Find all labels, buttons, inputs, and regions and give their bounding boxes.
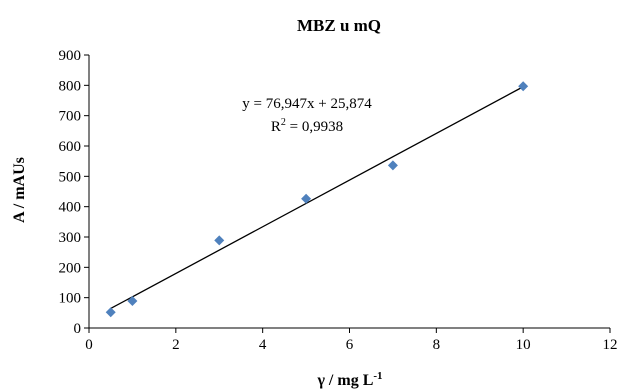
x-axis: 0 2 4 6 8 10 12 bbox=[85, 327, 618, 353]
x-tick-label: 10 bbox=[516, 337, 531, 353]
x-tick-label: 4 bbox=[259, 337, 267, 353]
y-tick-label: 600 bbox=[59, 139, 82, 155]
x-tick-label: 6 bbox=[346, 337, 354, 353]
y-tick-label: 0 bbox=[74, 321, 82, 337]
x-tick-label: 0 bbox=[85, 337, 93, 353]
data-point bbox=[105, 307, 116, 318]
x-axis-title: γ / mg L-1 bbox=[316, 370, 382, 389]
trendline bbox=[110, 86, 524, 310]
data-point bbox=[127, 296, 138, 307]
x-tick-label: 2 bbox=[172, 337, 180, 353]
r-squared-label: R2 = 0,9938 bbox=[271, 117, 343, 135]
x-tick-label: 12 bbox=[603, 337, 618, 353]
y-axis-title: A / mAUs bbox=[11, 157, 28, 223]
y-axis: 0 100 200 300 400 500 600 700 800 900 bbox=[59, 48, 90, 337]
trendline-equation: y = 76,947x + 25,874 bbox=[242, 96, 372, 112]
y-tick-label: 700 bbox=[59, 109, 82, 125]
data-point bbox=[518, 81, 529, 92]
y-tick-label: 300 bbox=[59, 230, 82, 246]
y-tick-label: 400 bbox=[59, 200, 82, 216]
y-tick-label: 800 bbox=[59, 78, 82, 94]
data-point bbox=[214, 235, 225, 246]
data-points bbox=[105, 81, 529, 318]
data-point bbox=[301, 193, 312, 204]
data-point bbox=[387, 160, 398, 171]
y-tick-label: 100 bbox=[59, 291, 82, 307]
x-tick-label: 8 bbox=[433, 337, 441, 353]
chart-title: MBZ u mQ bbox=[297, 16, 381, 35]
y-tick-label: 200 bbox=[59, 260, 82, 276]
y-tick-label: 500 bbox=[59, 169, 82, 185]
y-tick-label: 900 bbox=[59, 48, 82, 64]
